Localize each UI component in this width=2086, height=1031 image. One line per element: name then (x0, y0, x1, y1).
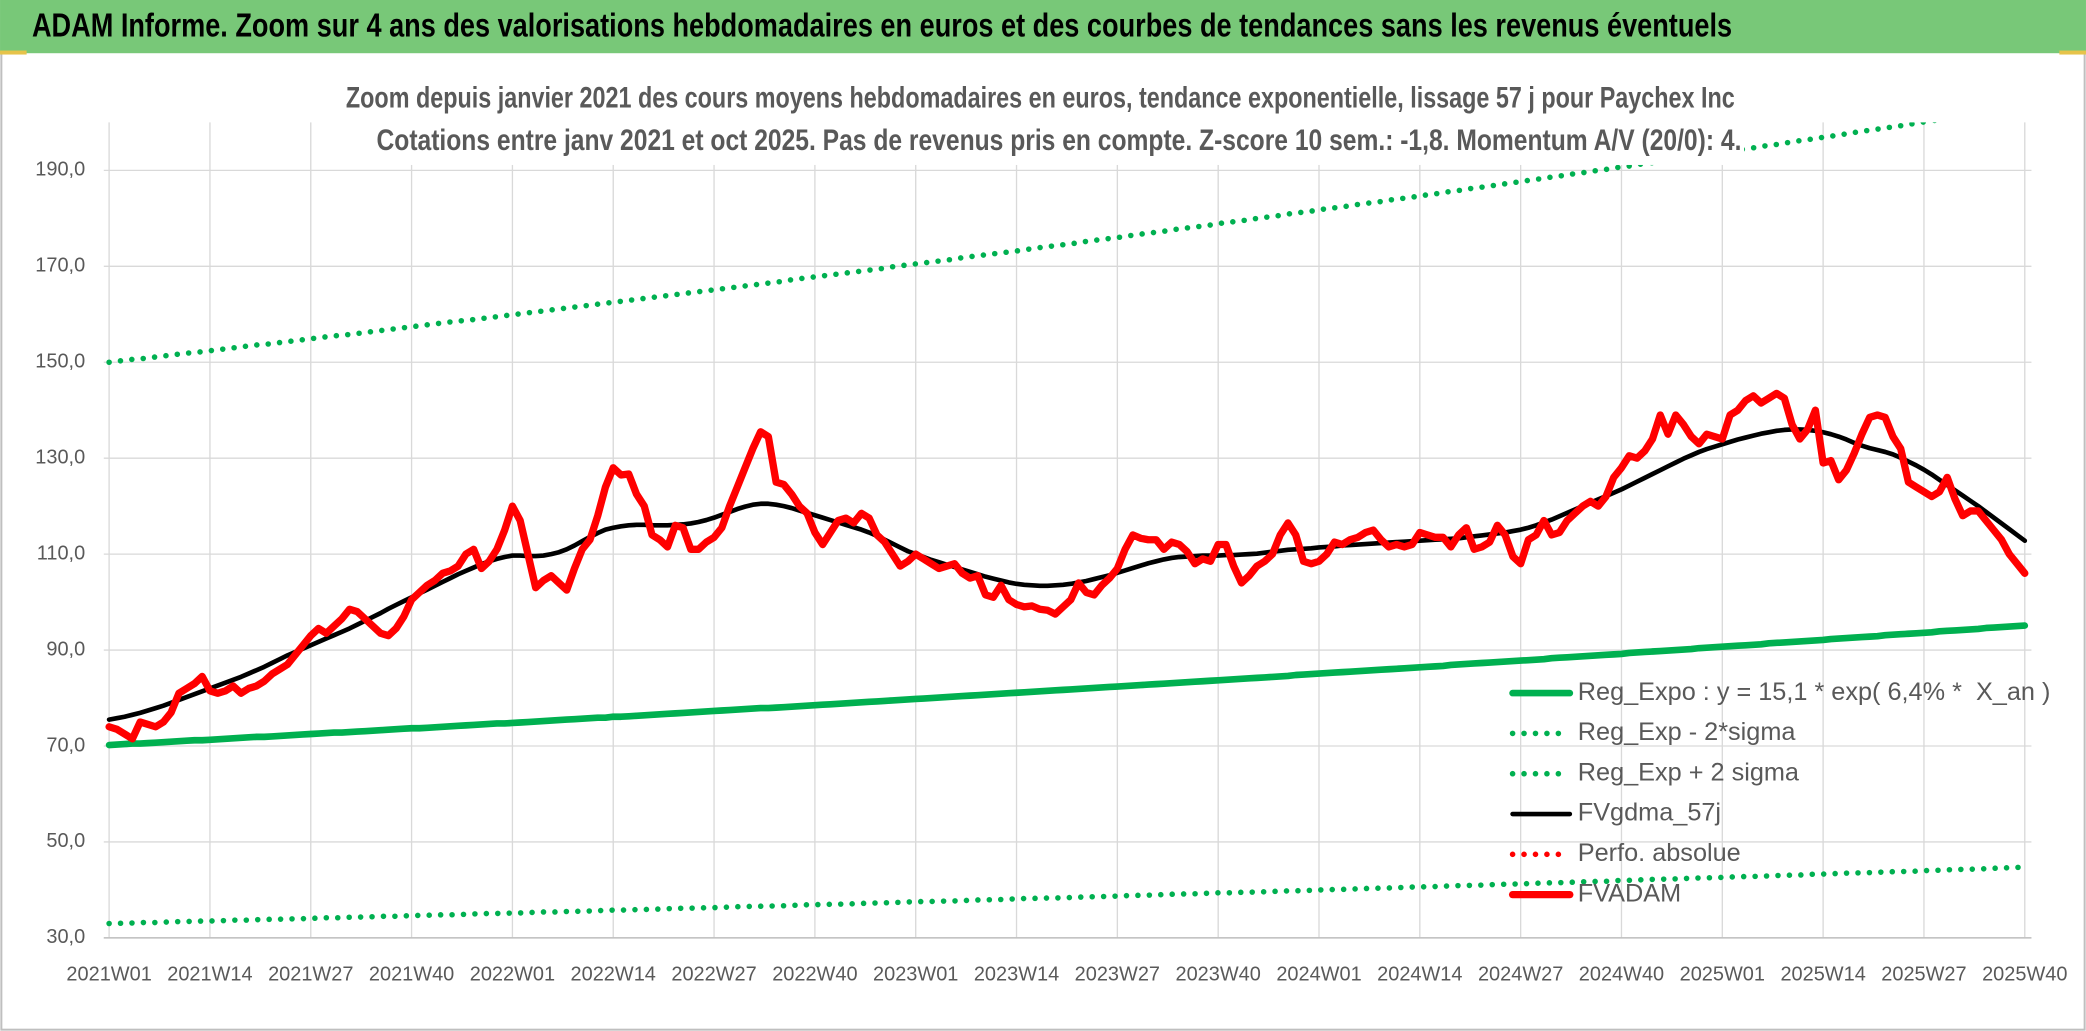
x-tick-label: 2024W01 (1276, 963, 1361, 985)
y-tick-label: 110,0 (37, 542, 85, 564)
x-tick-label: 2023W01 (873, 963, 958, 985)
x-tick-label: 2025W14 (1780, 963, 1865, 985)
legend-label: FVADAM (1578, 879, 1681, 907)
x-tick-label: 2021W27 (268, 963, 353, 985)
x-tick-label: 2022W40 (772, 963, 857, 985)
x-tick-label: 2021W40 (369, 963, 454, 985)
corner-accent (0, 50, 27, 55)
grid (103, 122, 2032, 939)
y-tick-label: 170,0 (35, 255, 85, 277)
x-tick-label: 2022W01 (470, 963, 555, 985)
legend-label: Perfo. absolue (1578, 839, 1741, 867)
header-title: ADAM Informe. Zoom sur 4 ans des valoris… (32, 8, 1732, 45)
x-tick-label: 2025W27 (1881, 963, 1966, 985)
series-line (105, 389, 2029, 743)
plot-area (105, 122, 2029, 927)
y-tick-label: 50,0 (46, 830, 85, 852)
legend-label: FVgdma_57j (1578, 799, 1721, 827)
x-tick-label: 2024W40 (1579, 963, 1664, 985)
series-line (105, 622, 2029, 749)
x-tick-label: 2021W14 (167, 963, 252, 985)
x-tick-label: 2025W01 (1680, 963, 1765, 985)
series-line (106, 122, 1940, 366)
x-tick-label: 2022W14 (571, 963, 656, 985)
y-tick-label: 130,0 (35, 446, 85, 468)
x-tick-label: 2025W40 (1982, 963, 2067, 985)
x-tick-label: 2022W27 (671, 963, 756, 985)
y-tick-label: 30,0 (46, 926, 85, 948)
y-tick-label: 150,0 (35, 351, 85, 373)
y-tick-label: 90,0 (46, 638, 85, 660)
x-tick-label: 2023W14 (974, 963, 1059, 985)
legend-label: Reg_Exp - 2*sigma (1578, 718, 1797, 746)
subtitle-backdrop (339, 79, 1745, 165)
x-tick-label: 2021W01 (66, 963, 151, 985)
corner-accent (2059, 50, 2086, 55)
series-line (106, 864, 2028, 927)
x-tick-label: 2023W27 (1075, 963, 1160, 985)
chart-title: Cotations entre janv 2021 et oct 2025. P… (377, 125, 1742, 157)
header-bar (0, 0, 2086, 54)
x-tick-label: 2023W40 (1176, 963, 1261, 985)
x-tick-label: 2024W14 (1377, 963, 1462, 985)
legend: Reg_Expo : y = 15,1 * exp( 6,4% * X_an )… (1508, 678, 2051, 907)
chart-frame (0, 49, 2086, 1031)
chart-title: Zoom depuis janvier 2021 des cours moyen… (346, 83, 1735, 115)
legend-label: Reg_Exp + 2 sigma (1578, 758, 1800, 786)
y-tick-label: 70,0 (46, 734, 85, 756)
legend-label: Reg_Expo : y = 15,1 * exp( 6,4% * X_an ) (1578, 678, 2051, 706)
axes: 30,0 50,0 70,0 90,0 110,0 130,0 150,0 170,0 190,… (35, 159, 2067, 986)
x-tick-label: 2024W27 (1478, 963, 1563, 985)
y-tick-label: 190,0 (35, 159, 85, 181)
